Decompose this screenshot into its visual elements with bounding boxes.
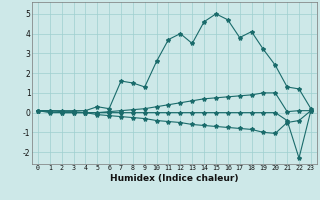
X-axis label: Humidex (Indice chaleur): Humidex (Indice chaleur) [110,174,239,183]
